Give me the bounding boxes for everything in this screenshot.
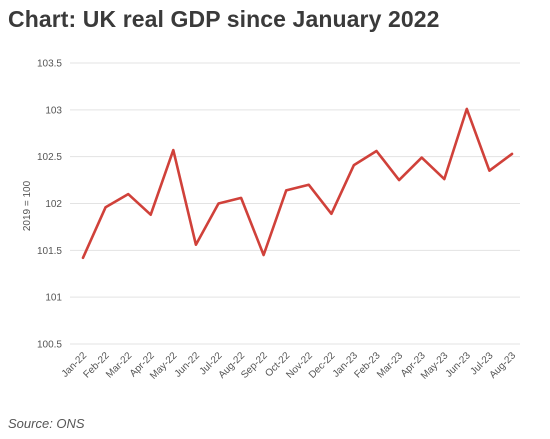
- data-point: [419, 155, 425, 161]
- data-point: [215, 201, 221, 207]
- data-point: [396, 177, 402, 183]
- y-axis-ticks: 100.5 101 101.5 102 102.5 103 103.5: [37, 59, 62, 351]
- data-point: [351, 162, 357, 168]
- data-point: [80, 255, 86, 261]
- y-tick-label: 101: [45, 293, 62, 304]
- y-tick-label: 101.5: [37, 246, 62, 257]
- y-tick-label: 103.5: [37, 59, 62, 70]
- x-tick-label: Dec-22: [307, 350, 338, 381]
- chart-title: Chart: UK real GDP since January 2022: [8, 6, 440, 32]
- data-point: [103, 204, 109, 210]
- y-axis-label: 2019 = 100: [22, 180, 33, 231]
- data-point: [148, 212, 154, 218]
- data-point: [374, 148, 380, 154]
- x-tick-label: Jun-23: [444, 350, 474, 380]
- data-point: [306, 182, 312, 188]
- x-tick-label: Mar-23: [375, 350, 405, 380]
- data-point: [170, 147, 176, 153]
- data-point: [328, 211, 334, 217]
- data-point: [486, 168, 492, 174]
- data-point: [125, 191, 131, 197]
- x-tick-label: Sep-22: [239, 350, 270, 381]
- x-tick-label: Aug-23: [488, 350, 519, 381]
- line-chart: 100.5 101 101.5 102 102.5 103 103.5 2019 = 100…: [22, 59, 520, 382]
- data-point: [441, 176, 447, 182]
- x-axis-ticks: Jan-22Feb-22Mar-22Apr-22May-22Jun-22Jul-…: [60, 350, 519, 382]
- y-tick-label: 100.5: [37, 340, 62, 351]
- y-tick-label: 102: [45, 199, 62, 210]
- series-layer: [80, 106, 515, 261]
- data-point: [464, 106, 470, 112]
- source-note: Source: ONS: [8, 416, 85, 431]
- gridlines: [70, 62, 520, 345]
- data-point: [238, 195, 244, 201]
- y-tick-label: 103: [45, 105, 62, 116]
- gdp-series-line: [81, 107, 514, 260]
- data-point: [261, 252, 267, 258]
- x-tick-label: Mar-22: [104, 350, 134, 380]
- y-tick-label: 102.5: [37, 152, 62, 163]
- data-point: [509, 151, 515, 157]
- data-point: [283, 187, 289, 193]
- data-point: [193, 242, 199, 248]
- x-tick-label: Jun-22: [173, 350, 203, 380]
